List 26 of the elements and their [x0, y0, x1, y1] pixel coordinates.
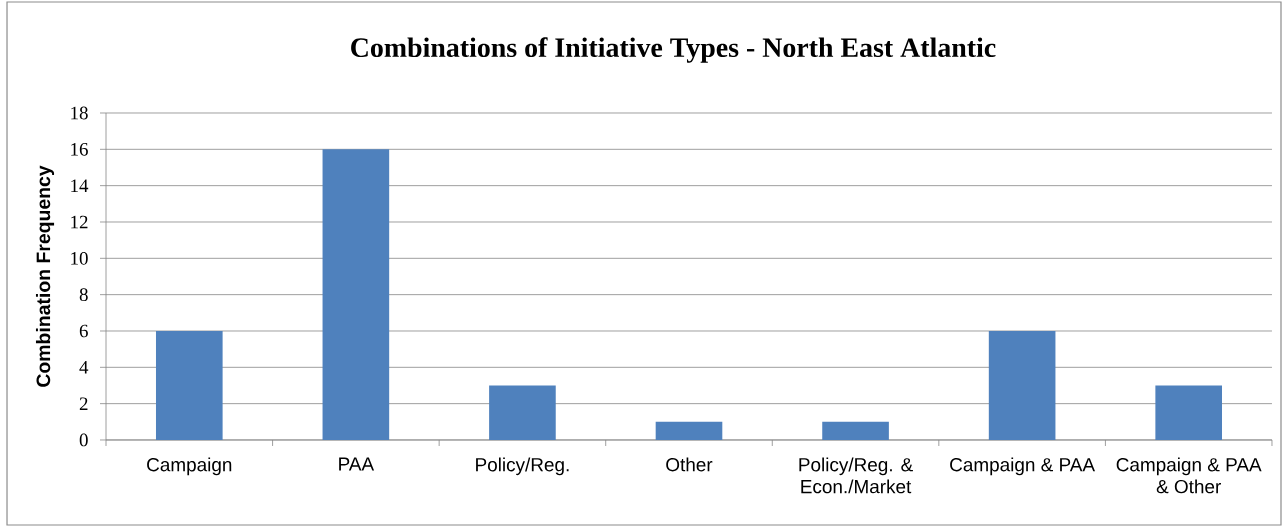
x-tick-label: Campaign — [147, 457, 232, 476]
y-tick-label: 10 — [71, 251, 88, 265]
bar — [1155, 385, 1223, 440]
x-tick-label: Policy/Reg. — [476, 457, 569, 476]
bar — [155, 330, 223, 440]
bar — [988, 330, 1056, 440]
y-tick-label: 4 — [79, 361, 89, 374]
x-tick-label: Policy/Reg. & Econ./Market — [799, 457, 913, 494]
bar — [322, 149, 390, 440]
x-tick-label: PAA — [339, 457, 375, 471]
y-axis-title: Combination Frequency — [35, 165, 55, 387]
y-tick-label: 12 — [71, 215, 88, 229]
y-tick-label: 2 — [79, 397, 88, 410]
chart-title: Combinations of Initiative Types - North East Atlantic — [351, 37, 996, 63]
x-tick-label: Campaign & PAA — [950, 457, 1096, 476]
bar — [655, 421, 723, 440]
y-tick-label: 8 — [79, 288, 88, 302]
y-tick-label: 14 — [71, 179, 89, 192]
y-tick-label: 0 — [79, 433, 88, 447]
y-tick-label: 16 — [71, 142, 88, 156]
x-tick-label: Other — [666, 457, 713, 472]
x-tick-label: Campaign & PAA & Other — [1116, 457, 1262, 494]
bar — [489, 385, 556, 440]
bar — [822, 421, 889, 440]
y-tick-label: 18 — [71, 106, 88, 120]
y-tick-label: 6 — [79, 324, 88, 338]
